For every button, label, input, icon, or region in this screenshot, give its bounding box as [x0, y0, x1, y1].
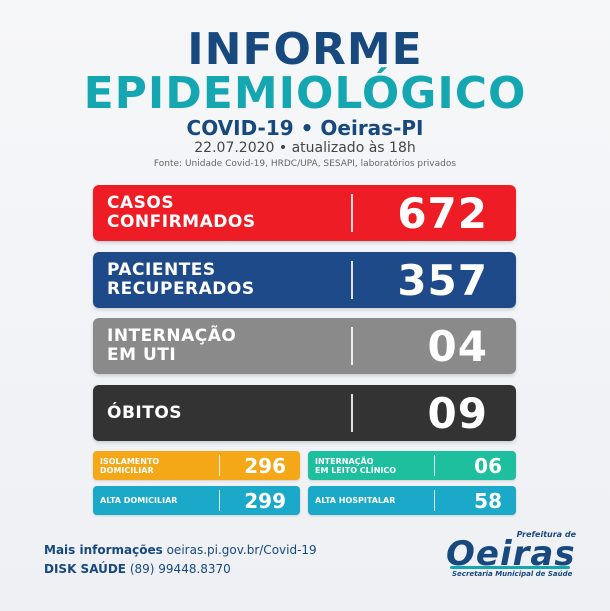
logo-prefeitura: Prefeitura de: [516, 530, 576, 539]
mini-label: ALTA DOMICILIAR: [100, 496, 178, 505]
divider: [351, 394, 353, 432]
more-info-line: Mais informações oeiras.pi.gov.br/Covid-…: [44, 543, 317, 557]
mini-card-clinical-bed: INTERNAÇÃO EM LEITO CLÍNICO 06: [308, 451, 516, 480]
logo-swoosh: [450, 566, 570, 569]
card-value: 04: [427, 321, 488, 371]
divider: [434, 455, 435, 476]
card-confirmed: CASOS CONFIRMADOS 672: [93, 185, 516, 241]
card-deaths: ÓBITOS 09: [93, 385, 516, 441]
card-value: 09: [427, 388, 488, 438]
divider: [351, 327, 353, 365]
mini-value: 06: [474, 453, 502, 478]
card-label: CASOS CONFIRMADOS: [107, 193, 256, 232]
divider: [434, 490, 435, 511]
oeiras-logo: Prefeitura de Oeiras Secretaria Municipa…: [440, 530, 580, 582]
mini-value: 296: [244, 453, 286, 478]
disk-saude-phone: (89) 99448.8370: [129, 562, 231, 576]
mini-card-home-discharge: ALTA DOMICILIAR 299: [93, 486, 300, 515]
more-info-link[interactable]: oeiras.pi.gov.br/Covid-19: [166, 543, 317, 557]
divider: [219, 490, 220, 511]
subtitle: COVID-19 • Oeiras-PI: [186, 116, 424, 140]
divider: [219, 455, 220, 476]
card-label: PACIENTES RECUPERADOS: [107, 260, 255, 299]
card-value: 357: [397, 255, 488, 305]
card-recovered: PACIENTES RECUPERADOS 357: [93, 252, 516, 308]
title-line-1: INFORME: [187, 24, 423, 75]
more-info-label: Mais informações: [44, 543, 163, 557]
card-label: INTERNAÇÃO EM UTI: [107, 326, 237, 365]
mini-label: ISOLAMENTO DOMICILIAR: [100, 456, 160, 475]
disk-saude-line: DISK SAÚDE (89) 99448.8370: [44, 562, 231, 576]
mini-value: 58: [474, 488, 502, 513]
mini-value: 299: [244, 488, 286, 513]
mini-label: ALTA HOSPITALAR: [315, 496, 396, 505]
title-line-2: EPIDEMIOLÓGICO: [83, 68, 527, 119]
card-value: 672: [397, 188, 488, 238]
source-note: Fonte: Unidade Covid-19, HRDC/UPA, SESAP…: [153, 159, 457, 169]
mini-card-home-isolation: ISOLAMENTO DOMICILIAR 296: [93, 451, 300, 480]
card-icu: INTERNAÇÃO EM UTI 04: [93, 318, 516, 374]
disk-saude-label: DISK SAÚDE: [44, 562, 127, 576]
divider: [351, 261, 353, 299]
logo-secretaria: Secretaria Municipal de Saúde: [452, 570, 573, 578]
mini-card-hospital-discharge: ALTA HOSPITALAR 58: [308, 486, 516, 515]
update-date: 22.07.2020 • atualizado às 18h: [194, 140, 416, 156]
card-label: ÓBITOS: [107, 402, 183, 423]
mini-label: INTERNAÇÃO EM LEITO CLÍNICO: [315, 456, 397, 475]
divider: [351, 194, 353, 232]
